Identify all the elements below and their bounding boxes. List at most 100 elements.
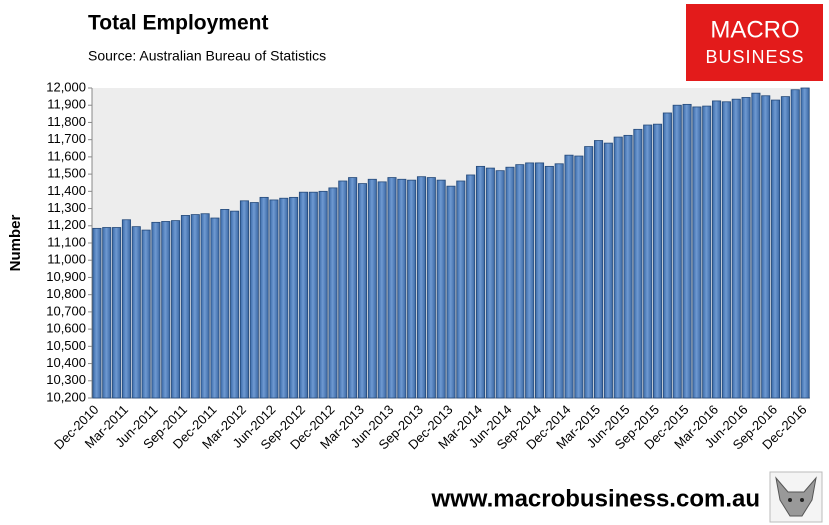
bar [485,167,495,399]
bar [702,105,712,399]
bar [102,227,112,399]
y-tick-label: 11,400 [47,183,86,198]
y-tick-label: 11,300 [47,200,86,215]
bar [426,177,436,399]
y-tick-label: 10,900 [46,269,86,284]
bar [112,227,122,399]
y-tick-label: 10,300 [46,372,86,387]
bar [259,196,269,399]
y-tick-label: 11,800 [47,114,86,129]
bar [780,96,790,399]
bar [151,221,161,399]
bar [653,123,663,399]
bar [328,187,338,399]
bar [564,154,574,399]
chart-subtitle: Source: Australian Bureau of Statistics [88,48,326,64]
bar [171,220,181,399]
bar [456,180,466,399]
bar [515,164,525,399]
bar [348,177,358,399]
bar [495,170,505,399]
logo-text: BUSINESS [705,47,804,67]
logo-text: MACRO [710,16,799,43]
bar [190,214,200,399]
bar [613,136,623,399]
bar [771,99,781,399]
y-tick-label: 10,200 [46,389,86,404]
bar [180,215,190,399]
bar [751,92,761,399]
bar [298,191,308,399]
bar [761,95,771,399]
y-tick-label: 10,800 [46,286,86,301]
bar [741,97,751,399]
logo [686,4,823,81]
footer-url: www.macrobusiness.com.au [430,485,760,512]
y-tick-label: 11,600 [47,148,86,163]
bar [318,190,328,399]
y-tick-label: 11,700 [47,131,86,146]
bar [269,199,279,399]
chart-title: Total Employment [88,12,268,35]
y-tick-label: 11,200 [47,217,86,232]
bar [466,174,476,399]
bar [603,142,613,399]
y-tick-label: 10,400 [46,355,86,370]
bar [623,134,633,399]
bar [220,209,230,399]
bar [239,200,249,399]
bar [141,229,151,399]
bar [790,89,800,399]
y-axis-label: Number [7,215,24,272]
wolf-icon [769,471,823,523]
y-tick-label: 10,500 [46,338,86,353]
bar [721,101,731,399]
bar [289,196,299,399]
bar [544,165,554,399]
bar [633,128,643,399]
y-tick-label: 11,100 [47,234,86,249]
bar [574,155,584,399]
bar [377,181,387,399]
y-tick-label: 11,900 [47,97,86,112]
bar [397,178,407,399]
y-tick-label: 11,000 [47,252,86,267]
bar [131,226,141,399]
bar [308,191,318,399]
bar [731,98,741,399]
bar [230,210,240,399]
bar [662,112,672,399]
bar [554,163,564,399]
y-tick-label: 10,600 [46,321,86,336]
bar [436,179,446,399]
bar [505,166,515,399]
bar [525,162,535,399]
bar [692,106,702,399]
bar [475,165,486,399]
bar [387,177,397,399]
bar [279,197,289,399]
y-tick-label: 10,700 [46,303,86,318]
bar [92,227,102,399]
bar [357,183,368,399]
bar [121,219,131,399]
bar [407,179,417,399]
bar [416,176,427,399]
y-tick-label: 11,500 [47,166,86,181]
bar [712,100,722,399]
bar [672,104,682,399]
bar [446,185,456,399]
bar [210,217,220,399]
bar [584,146,594,399]
bar [161,221,171,399]
bar [200,213,210,399]
bar [249,202,259,399]
bar [338,180,348,399]
y-tick-label: 12,000 [46,79,86,94]
bar [643,124,653,399]
bar [367,178,377,399]
bar [682,103,692,399]
bar [800,87,810,399]
bar [534,162,545,399]
